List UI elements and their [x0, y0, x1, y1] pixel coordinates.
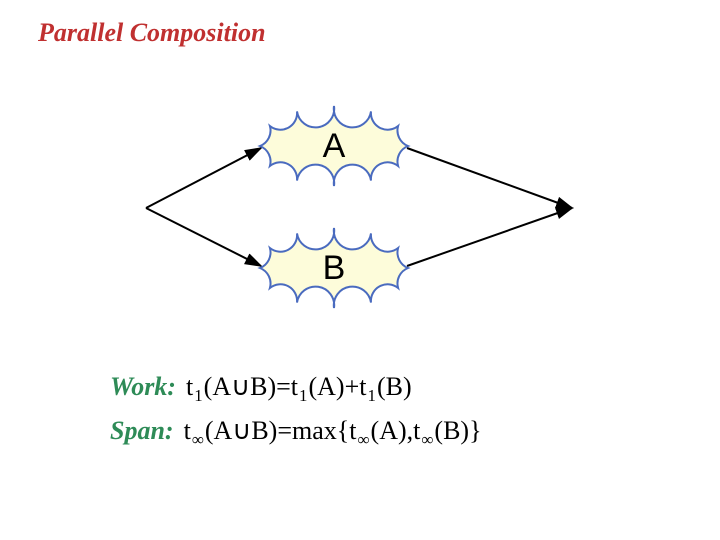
txt: max{	[292, 416, 349, 446]
edge-a-to-join	[407, 148, 572, 208]
txt: }	[469, 416, 481, 446]
span-formula: Span: t ∞ (A ∪ B) = max{ t ∞ (A) , t ∞ (…	[110, 416, 482, 446]
edge-fork-to-b	[146, 208, 261, 266]
txt: B)	[251, 416, 277, 446]
union: ∪	[231, 372, 250, 402]
sub: ∞	[421, 430, 433, 450]
txt: B)	[250, 372, 276, 402]
eq: =	[276, 372, 291, 402]
union: ∪	[232, 416, 251, 446]
sub: 1	[299, 386, 307, 406]
txt: (A	[204, 372, 231, 402]
t: t	[186, 372, 193, 402]
t: t	[413, 416, 420, 446]
formula-block: Work: t 1 (A ∪ B) = t 1 (A) + t 1 (B) Sp…	[110, 372, 482, 460]
eq: =	[277, 416, 292, 446]
work-formula: Work: t 1 (A ∪ B) = t 1 (A) + t 1 (B)	[110, 372, 482, 402]
edge-b-to-join	[407, 208, 572, 266]
txt: (B)	[434, 416, 469, 446]
txt: (B)	[377, 372, 412, 402]
plus: +	[345, 372, 360, 402]
cloud-a-label: A	[323, 127, 346, 165]
span-label: Span:	[110, 416, 174, 446]
t: t	[359, 372, 366, 402]
t: t	[291, 372, 298, 402]
sub: ∞	[192, 430, 204, 450]
sub: 1	[194, 386, 202, 406]
edge-fork-to-a	[146, 148, 261, 208]
span-expression: t ∞ (A ∪ B) = max{ t ∞ (A) , t ∞ (B) }	[184, 416, 482, 446]
t: t	[184, 416, 191, 446]
txt: (A)	[371, 416, 407, 446]
sub: 1	[367, 386, 375, 406]
txt: (A)	[308, 372, 344, 402]
cloud-b-label: B	[323, 249, 346, 287]
sub: ∞	[357, 430, 369, 450]
work-label: Work:	[110, 372, 176, 402]
work-expression: t 1 (A ∪ B) = t 1 (A) + t 1 (B)	[186, 372, 412, 402]
t: t	[349, 416, 356, 446]
txt: (A	[205, 416, 232, 446]
